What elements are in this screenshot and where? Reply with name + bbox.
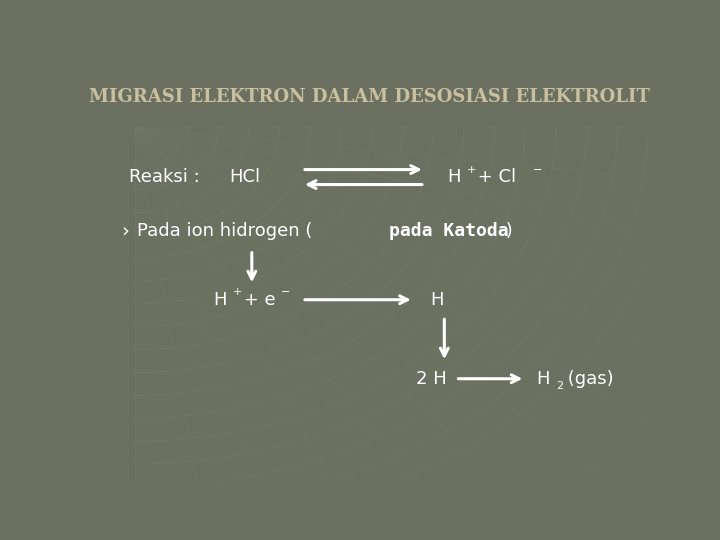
Text: ›: › bbox=[121, 221, 128, 241]
Text: 2 H: 2 H bbox=[416, 370, 447, 388]
Text: Reaksi :: Reaksi : bbox=[129, 168, 200, 186]
Text: MIGRASI ELEKTRON DALAM DESOSIASI ELEKTROLIT: MIGRASI ELEKTRON DALAM DESOSIASI ELEKTRO… bbox=[89, 87, 649, 106]
Text: pada Katoda: pada Katoda bbox=[389, 222, 508, 240]
Text: HCl: HCl bbox=[230, 168, 261, 186]
Text: H: H bbox=[536, 370, 550, 388]
Text: (gas): (gas) bbox=[562, 370, 613, 388]
Text: +: + bbox=[233, 287, 242, 297]
Text: −: − bbox=[281, 287, 290, 297]
Text: + Cl: + Cl bbox=[472, 168, 516, 186]
Text: Pada ion hidrogen (: Pada ion hidrogen ( bbox=[138, 222, 318, 240]
Text: + e: + e bbox=[238, 291, 276, 309]
Text: H: H bbox=[431, 291, 444, 309]
Text: −: − bbox=[533, 165, 542, 174]
Text: +: + bbox=[467, 165, 476, 174]
Text: ): ) bbox=[500, 222, 513, 240]
Text: H: H bbox=[447, 168, 461, 186]
Text: H: H bbox=[213, 291, 226, 309]
Text: 2: 2 bbox=[556, 381, 563, 391]
